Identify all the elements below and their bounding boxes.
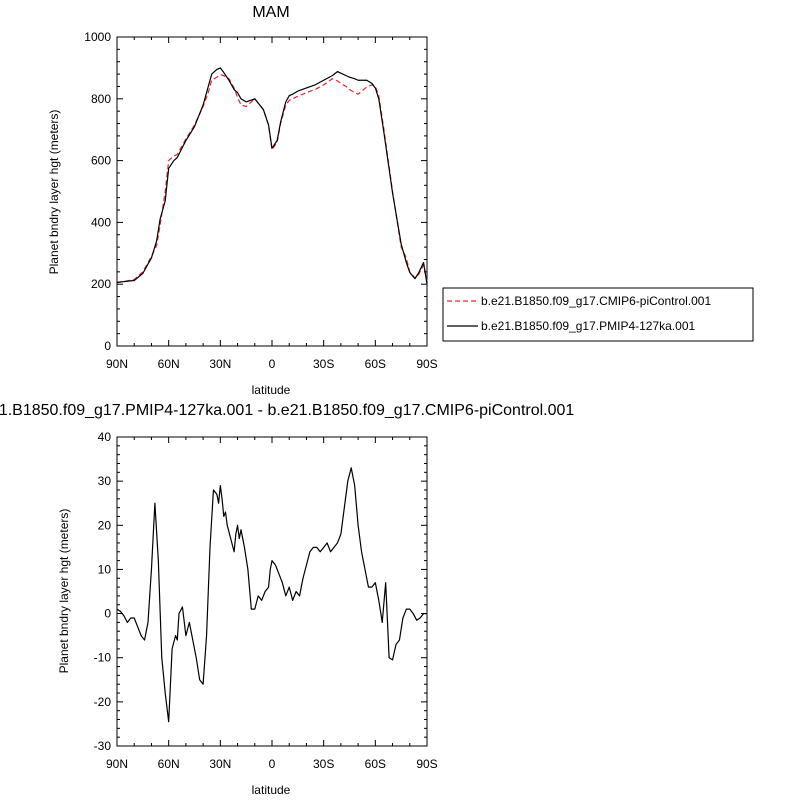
bottom-y-tick-label: -20 [94, 695, 112, 709]
top-y-tick-label: 600 [91, 154, 111, 168]
top-series-line-1 [116, 67, 428, 285]
legend-box [442, 287, 754, 342]
top-chart-title: MAM [252, 4, 289, 21]
top-x-tick-label: 30N [209, 357, 231, 371]
bottom-chart-title: b.e21.B1850.f09_g17.PMIP4-127ka.001 - b.… [0, 402, 574, 419]
bottom-y-tick-label: 0 [104, 607, 111, 621]
top-y-tick-label: 0 [104, 339, 111, 353]
top-x-tick-label: 60S [365, 357, 386, 371]
top-y-tick-label: 400 [91, 215, 111, 229]
bottom-y-tick-label: -10 [94, 651, 112, 665]
top-y-tick-label: 800 [91, 92, 111, 106]
top-x-tick-label: 90S [416, 357, 437, 371]
legend-label-picontrol: b.e21.B1850.f09_g17.CMIP6-piControl.001 [481, 294, 711, 308]
bottom-x-tick-label: 90N [106, 757, 128, 771]
top-plot-frame [116, 36, 428, 347]
top-x-tick-label: 30S [313, 357, 334, 371]
top-y-axis-label: Planet bndry layer hgt (meters) [47, 110, 61, 275]
top-x-tick-label: 0 [269, 357, 276, 371]
top-series-line-0 [116, 74, 428, 284]
top-x-axis-label: latitude [252, 383, 291, 397]
bottom-series-line-0 [116, 467, 427, 723]
top-y-tick-label: 1000 [84, 30, 111, 44]
bottom-panel: b.e21.B1850.f09_g17.PMIP4-127ka.001 - b.… [0, 402, 574, 797]
legend: b.e21.B1850.f09_g17.CMIP6-piControl.001 … [442, 287, 754, 342]
bottom-axes: 90N 60N 30N 0 30S 60S 90S -30 -20 -10 0 10 20 30 40 [94, 430, 438, 771]
top-y-tick-label: 200 [91, 277, 111, 291]
top-axes: 90N 60N 30N 0 30S 60S 90S 0 200 400 600 800 1000 [84, 30, 437, 371]
top-panel: MAM Planet bndry layer hgt (meters) lati… [47, 4, 438, 397]
bottom-y-tick-label: 20 [98, 518, 112, 532]
bottom-y-tick-label: 10 [98, 562, 112, 576]
bottom-x-tick-label: 60S [365, 757, 386, 771]
bottom-y-tick-label: 30 [98, 474, 112, 488]
bottom-x-tick-label: 60N [158, 757, 180, 771]
bottom-plot-frame [116, 436, 428, 747]
top-x-tick-label: 60N [158, 357, 180, 371]
bottom-x-axis-label: latitude [252, 783, 291, 797]
bottom-x-tick-label: 0 [269, 757, 276, 771]
bottom-x-tick-label: 90S [416, 757, 437, 771]
legend-label-127ka: b.e21.B1850.f09_g17.PMIP4-127ka.001 [481, 319, 695, 333]
bottom-y-tick-label: -30 [94, 739, 112, 753]
bottom-series-lines [116, 467, 427, 723]
top-series-lines [116, 67, 428, 285]
bottom-y-tick-label: 40 [98, 430, 112, 444]
bottom-x-tick-label: 30N [209, 757, 231, 771]
bottom-y-axis-label: Planet bndry layer hgt (meters) [57, 509, 71, 674]
top-x-tick-label: 90N [106, 357, 128, 371]
bottom-x-tick-label: 30S [313, 757, 334, 771]
